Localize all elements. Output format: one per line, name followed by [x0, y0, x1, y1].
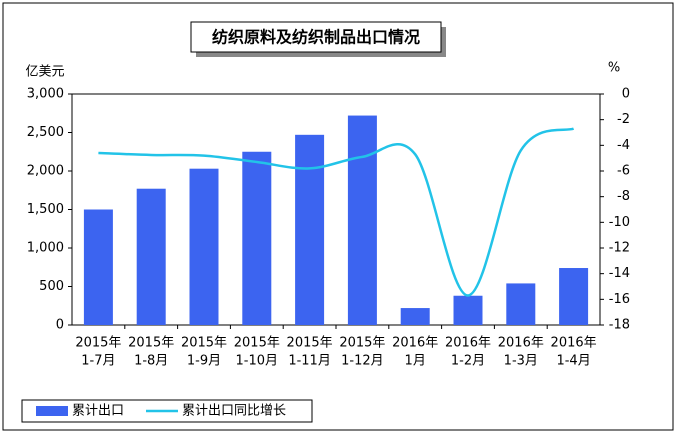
bar [400, 308, 430, 325]
x-tick-label: 1-9月 [187, 354, 221, 369]
y2-tick-label: -6 [617, 164, 630, 179]
y-tick-label: 2,000 [27, 164, 64, 179]
line [98, 127, 575, 297]
chart-title: 纺织原料及纺织制品出口情况 [212, 28, 420, 47]
y2-tick-label: -10 [609, 215, 630, 230]
y2-tick-label: -8 [617, 189, 630, 204]
y-tick-label: 0 [56, 318, 64, 333]
bar [242, 151, 272, 325]
legend-swatch [36, 406, 68, 416]
x-tick-label: 1-3月 [504, 354, 538, 369]
x-tick-label: 2015年 [234, 336, 280, 351]
x-tick-label: 1-8月 [134, 354, 168, 369]
x-tick-label: 2016年 [551, 336, 597, 351]
y2-tick-label: -16 [609, 292, 630, 307]
bar [559, 268, 589, 325]
x-tick-label: 1-2月 [451, 354, 485, 369]
y2-tick-label: -2 [617, 112, 630, 127]
y2-tick-label: -4 [617, 138, 630, 153]
x-tick-label: 1-7月 [81, 354, 115, 369]
bar [506, 283, 536, 325]
x-tick-label: 2016年 [392, 336, 438, 351]
bar [453, 295, 483, 325]
x-tick-label: 1月 [405, 354, 426, 369]
x-tick-label: 2015年 [75, 336, 121, 351]
legend-label: 累计出口同比增长 [182, 404, 286, 419]
y2-tick-label: -14 [609, 266, 630, 281]
bar [347, 115, 377, 325]
x-tick-label: 2015年 [339, 336, 385, 351]
bar [136, 188, 166, 325]
y-unit: 亿美元 [25, 65, 64, 80]
y2-tick-label: -12 [609, 241, 630, 256]
y-tick-label: 1,000 [27, 241, 64, 256]
x-tick-label: 2016年 [498, 336, 544, 351]
x-tick-label: 2015年 [181, 336, 227, 351]
y2-tick-label: 0 [622, 87, 630, 102]
x-tick-label: 1-4月 [556, 354, 590, 369]
x-tick-label: 1-12月 [341, 354, 384, 369]
bar [83, 209, 113, 325]
x-tick-label: 1-10月 [236, 354, 279, 369]
bar [295, 134, 325, 325]
x-tick-label: 1-11月 [288, 354, 331, 369]
legend-label: 累计出口 [72, 404, 124, 419]
y-tick-label: 2,500 [27, 125, 64, 140]
x-tick-label: 2016年 [445, 336, 491, 351]
y2-unit: % [608, 61, 620, 76]
title-box [190, 21, 442, 53]
x-tick-label: 2015年 [128, 336, 174, 351]
bar [189, 168, 219, 325]
y-tick-label: 500 [39, 279, 64, 294]
y-tick-label: 1,500 [27, 202, 64, 217]
x-tick-label: 2015年 [287, 336, 333, 351]
y-tick-label: 3,000 [27, 87, 64, 102]
y2-tick-label: -18 [609, 318, 630, 333]
